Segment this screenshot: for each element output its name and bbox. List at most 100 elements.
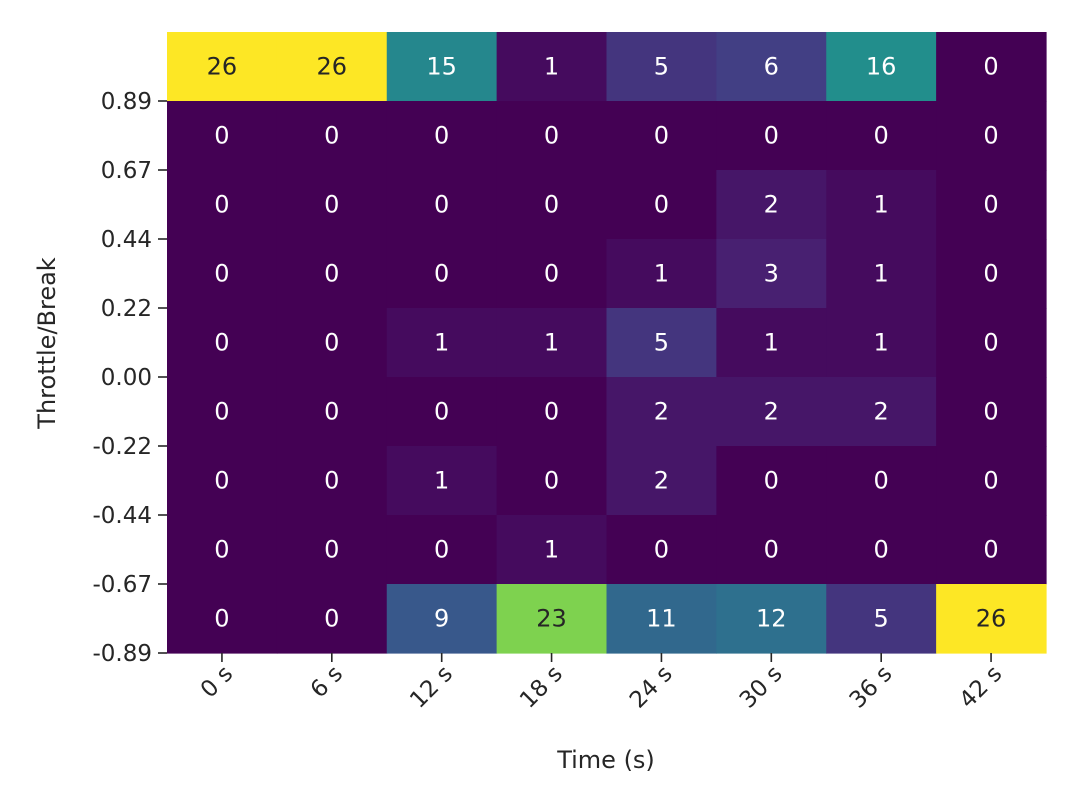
cell-value-label: 1 xyxy=(434,329,449,357)
cell-value-label: 0 xyxy=(874,122,889,150)
heatmap-cell xyxy=(936,170,1047,240)
cell-value-label: 6 xyxy=(764,53,779,81)
heatmap-cell xyxy=(276,584,388,654)
x-tick-label: 18 s xyxy=(515,661,568,714)
heatmap-cell xyxy=(606,239,717,309)
cell-value-label: 0 xyxy=(324,398,339,426)
heatmap-cell xyxy=(496,32,608,102)
cell-value-label: 0 xyxy=(434,122,449,150)
heatmap-cell xyxy=(167,446,278,516)
cell-value-label: 0 xyxy=(983,467,998,495)
cell-value-label: 0 xyxy=(764,122,779,150)
heatmap-cell xyxy=(606,446,717,516)
cell-value-label: 26 xyxy=(207,53,238,81)
cell-value-label: 0 xyxy=(544,467,559,495)
x-tick-label: 36 s xyxy=(845,661,898,714)
cell-value-label: 0 xyxy=(324,467,339,495)
heatmap-cell xyxy=(826,101,937,171)
cell-value-label: 26 xyxy=(976,605,1007,633)
heatmap-cell xyxy=(496,446,608,516)
cell-value-label: 0 xyxy=(434,536,449,564)
heatmap-cell xyxy=(496,101,608,171)
cell-value-label: 0 xyxy=(434,398,449,426)
cell-value-label: 0 xyxy=(544,191,559,219)
cell-value-label: 0 xyxy=(983,260,998,288)
cell-value-label: 0 xyxy=(214,260,229,288)
cell-value-label: 2 xyxy=(654,467,669,495)
cell-value-label: 5 xyxy=(874,605,889,633)
heatmap-cell xyxy=(167,308,278,378)
cell-value-label: 1 xyxy=(764,329,779,357)
heatmap-cell xyxy=(606,308,717,378)
y-tick-label: -0.67 xyxy=(92,572,152,598)
heatmap-cell xyxy=(167,101,278,171)
cell-value-label: 3 xyxy=(764,260,779,288)
cell-value-label: 2 xyxy=(764,191,779,219)
cell-value-label: 0 xyxy=(324,260,339,288)
cell-value-label: 0 xyxy=(214,329,229,357)
heatmap-cell xyxy=(716,446,827,516)
cell-value-label: 1 xyxy=(544,53,559,81)
y-axis: 0.89 0.67 0.44 0.22 0.00 -0.22 -0.44 -0.67 -0.89 xyxy=(92,89,167,667)
cell-value-label: 0 xyxy=(983,398,998,426)
heatmap-cell xyxy=(167,239,278,309)
x-tick-label: 6 s xyxy=(306,661,348,703)
cell-value-label: 0 xyxy=(544,398,559,426)
cell-value-label: 0 xyxy=(874,536,889,564)
heatmap-cell xyxy=(386,170,498,240)
cell-value-label: 0 xyxy=(214,467,229,495)
heatmap-cell xyxy=(826,308,937,378)
heatmap-cell xyxy=(276,308,388,378)
y-tick-label: -0.89 xyxy=(92,641,152,667)
heatmap-cell xyxy=(496,239,608,309)
cell-value-label: 26 xyxy=(317,53,348,81)
heatmap-cell xyxy=(386,101,498,171)
heatmap-cell xyxy=(386,377,498,447)
cell-value-label: 12 xyxy=(756,605,787,633)
heatmap-cell xyxy=(716,377,827,447)
cell-value-label: 0 xyxy=(654,191,669,219)
heatmap-cell xyxy=(826,32,937,102)
x-tick-label: 42 s xyxy=(955,661,1008,714)
cell-value-label: 0 xyxy=(214,536,229,564)
x-tick-label: 12 s xyxy=(405,661,458,714)
heatmap-cell xyxy=(167,32,278,102)
heatmap-cell xyxy=(936,446,1047,516)
y-tick-label: -0.22 xyxy=(92,434,152,460)
heatmap-cell xyxy=(386,446,498,516)
y-tick-label: 0.89 xyxy=(101,89,152,115)
cell-value-label: 0 xyxy=(983,191,998,219)
heatmap-cell xyxy=(826,515,937,585)
heatmap-cell xyxy=(936,584,1047,654)
heatmap-cell xyxy=(606,584,717,654)
heatmap-cell xyxy=(716,32,827,102)
heatmap-cell xyxy=(167,170,278,240)
cell-value-label: 15 xyxy=(426,53,457,81)
cell-value-label: 9 xyxy=(434,605,449,633)
heatmap-cell xyxy=(276,515,388,585)
cell-value-label: 0 xyxy=(764,467,779,495)
cell-value-label: 16 xyxy=(866,53,897,81)
heatmap-cell xyxy=(716,170,827,240)
heatmap-cell xyxy=(167,584,278,654)
x-axis: 0 s 6 s 12 s 18 s 24 s 30 s 36 s 42 s xyxy=(196,653,1008,714)
cell-value-label: 2 xyxy=(874,398,889,426)
heatmap-cell xyxy=(716,584,827,654)
heatmap-cell xyxy=(276,239,388,309)
heatmap-cell xyxy=(606,515,717,585)
cell-value-label: 0 xyxy=(324,122,339,150)
cell-value-label: 0 xyxy=(324,191,339,219)
heatmap-cell xyxy=(386,584,498,654)
heatmap-cell xyxy=(496,170,608,240)
heatmap-cell xyxy=(606,101,717,171)
cell-value-label: 0 xyxy=(214,398,229,426)
cell-value-label: 0 xyxy=(983,53,998,81)
cell-value-label: 0 xyxy=(324,536,339,564)
cell-value-label: 0 xyxy=(214,191,229,219)
heatmap-cell xyxy=(826,377,937,447)
heatmap-cell xyxy=(826,446,937,516)
cell-value-label: 0 xyxy=(764,536,779,564)
heatmap-cell xyxy=(496,308,608,378)
cell-value-label: 1 xyxy=(654,260,669,288)
